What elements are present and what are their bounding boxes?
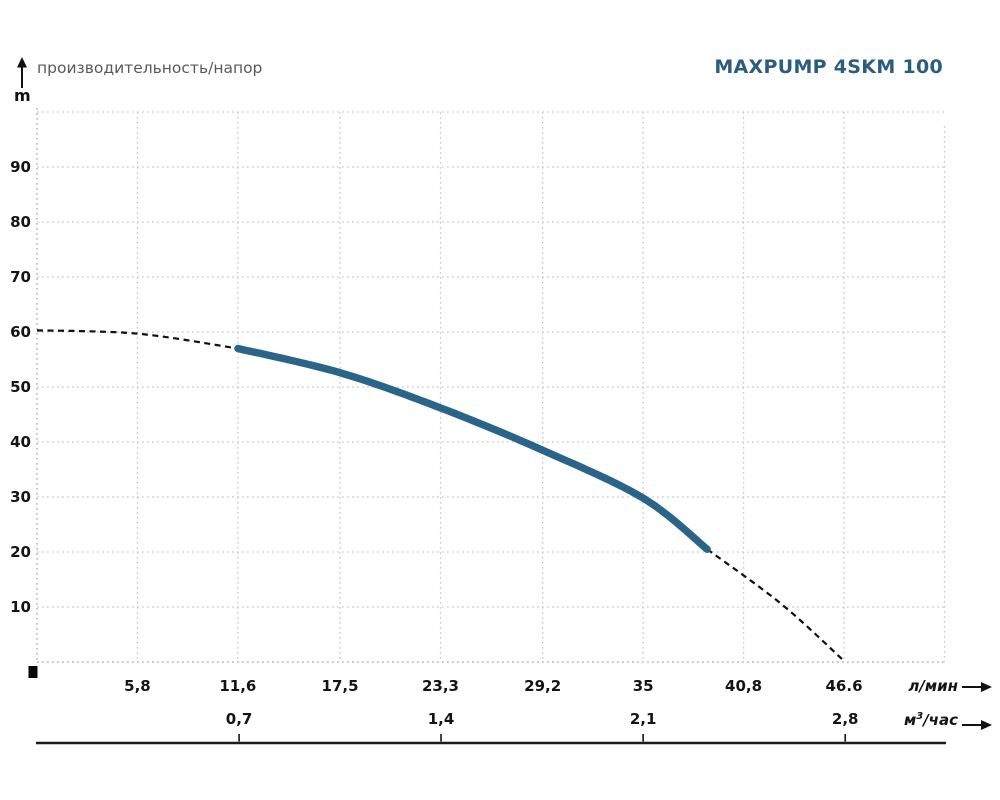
chart-subtitle: производительность/напор: [37, 59, 263, 77]
y-tick-label: 50: [10, 378, 31, 396]
y-tick-label: 30: [10, 488, 31, 506]
x-tick-lmin-label: 35: [632, 677, 654, 695]
y-axis-arrow-icon: [17, 57, 27, 88]
x-axis-lmin-unit-label: л/мин: [908, 677, 958, 695]
x-tick-m3h-label: 0,7: [225, 710, 253, 728]
y-axis-unit-label: m: [14, 86, 31, 105]
y-tick-label: 70: [10, 268, 31, 286]
x-axis-lmin-arrow-icon: [962, 682, 992, 692]
pump-curve-solid: [234, 344, 711, 553]
m3h-sup-text: 3: [916, 711, 924, 722]
x-tick-lmin-label: 23,3: [421, 677, 459, 695]
x-tick-lmin-label: 29,2: [524, 677, 562, 695]
pump-curve-dashed-right: [706, 548, 845, 662]
m3h-base-text: м: [903, 711, 917, 729]
m3h-rest-text: /час: [923, 711, 958, 729]
pump-curve-dashed-left: [36, 329, 239, 350]
x-tick-m3h-label: 1,4: [427, 710, 455, 728]
x-tick-lmin-label: 17,5: [321, 677, 359, 695]
x-tick-lmin-label: 5,8: [124, 677, 151, 695]
x-tick-lmin-label: 11,6: [219, 677, 257, 695]
x-tick-lmin-label: 46.6: [825, 677, 863, 695]
x-axis-m3h-arrow-icon: [962, 720, 992, 730]
chart-title: MAXPUMP 4SKM 100: [714, 56, 943, 78]
origin-marker: [28, 666, 38, 678]
x-tick-m3h-label: 2,8: [831, 710, 859, 728]
y-tick-label: 10: [10, 598, 31, 616]
y-tick-label: 20: [10, 543, 31, 561]
y-tick-label: 60: [10, 323, 31, 341]
x-axis-m3h-unit-label: м3/час: [875, 711, 958, 729]
x-tick-lmin-label: 40,8: [725, 677, 763, 695]
y-tick-label: 80: [10, 213, 31, 231]
x-tick-m3h-label: 2,1: [629, 710, 657, 728]
y-tick-label: 90: [10, 158, 31, 176]
y-tick-label: 40: [10, 433, 31, 451]
